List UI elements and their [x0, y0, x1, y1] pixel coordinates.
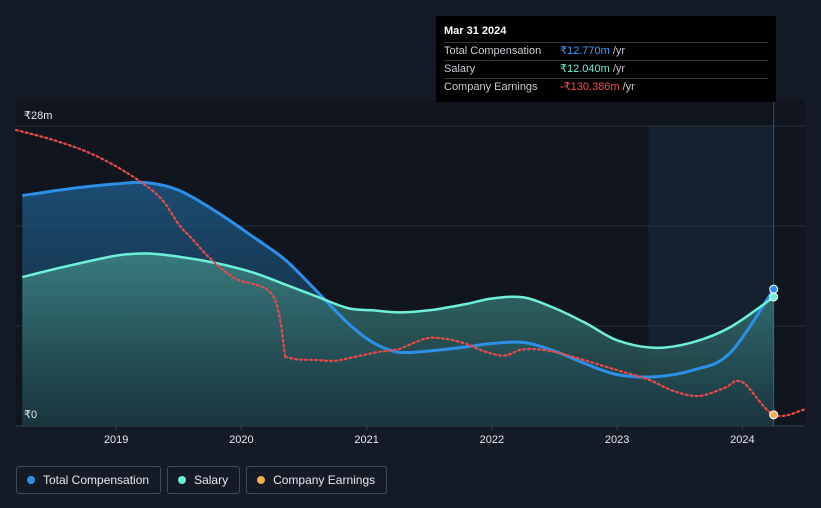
tooltip-row-salary: Salary ₹12.040m /yr	[444, 60, 768, 78]
company-earnings-segment	[14, 128, 287, 358]
tooltip-unit: /yr	[612, 45, 626, 57]
legend-label: Company Earnings	[273, 473, 376, 487]
x-tick-label: 2023	[605, 434, 629, 446]
axis-labels: ₹28m ₹0 2019 2020 2021 2022 2023 2024	[24, 110, 755, 446]
tooltip-unit: /yr	[622, 81, 635, 93]
salary-line	[22, 252, 775, 350]
tooltip-value: ₹12.040m	[560, 63, 610, 75]
chart-legend: Total Compensation Salary Company Earnin…	[16, 466, 393, 494]
legend-label: Total Compensation	[43, 473, 150, 487]
tooltip-row-company-earnings: Company Earnings -₹130.386m /yr	[444, 78, 768, 96]
legend-label: Salary	[194, 473, 229, 487]
salary-area	[22, 253, 774, 426]
latest-point-markers	[769, 284, 779, 420]
legend-dot-icon	[257, 476, 266, 484]
legend-dot-icon	[27, 476, 35, 484]
x-tick-label: 2019	[104, 434, 128, 446]
total-compensation-marker	[769, 284, 779, 294]
legend-item-salary[interactable]: Salary	[167, 466, 241, 494]
total-compensation-line	[22, 180, 775, 379]
x-tick-label: 2022	[480, 434, 504, 446]
company-earnings-line	[14, 128, 807, 418]
company-earnings-marker	[769, 410, 779, 420]
tooltip-row-total-compensation: Total Compensation ₹12.770m /yr	[444, 42, 768, 60]
legend-item-company-earnings[interactable]: Company Earnings	[246, 466, 388, 494]
tooltip-unit: /yr	[612, 63, 626, 75]
salary-marker	[769, 292, 779, 302]
tooltip-value: -₹130.386m	[560, 81, 620, 93]
tooltip-date: Mar 31 2024	[444, 25, 507, 37]
legend-dot-icon	[178, 476, 187, 484]
tooltip: Mar 31 2024 Total Compensation ₹12.770m …	[436, 16, 776, 102]
tooltip-label: Company Earnings	[444, 81, 538, 93]
x-tick-label: 2020	[229, 434, 253, 446]
x-tick-label: 2024	[730, 434, 754, 446]
company-earnings-segment	[284, 336, 807, 418]
legend-item-total-compensation[interactable]: Total Compensation	[16, 466, 162, 494]
tooltip-label: Salary	[444, 63, 476, 75]
y-tick-label: ₹28m	[24, 110, 52, 122]
tooltip-label: Total Compensation	[444, 45, 542, 57]
y-tick-label: ₹0	[24, 409, 37, 421]
tooltip-value: ₹12.770m	[560, 45, 610, 57]
x-tick-label: 2021	[354, 434, 378, 446]
